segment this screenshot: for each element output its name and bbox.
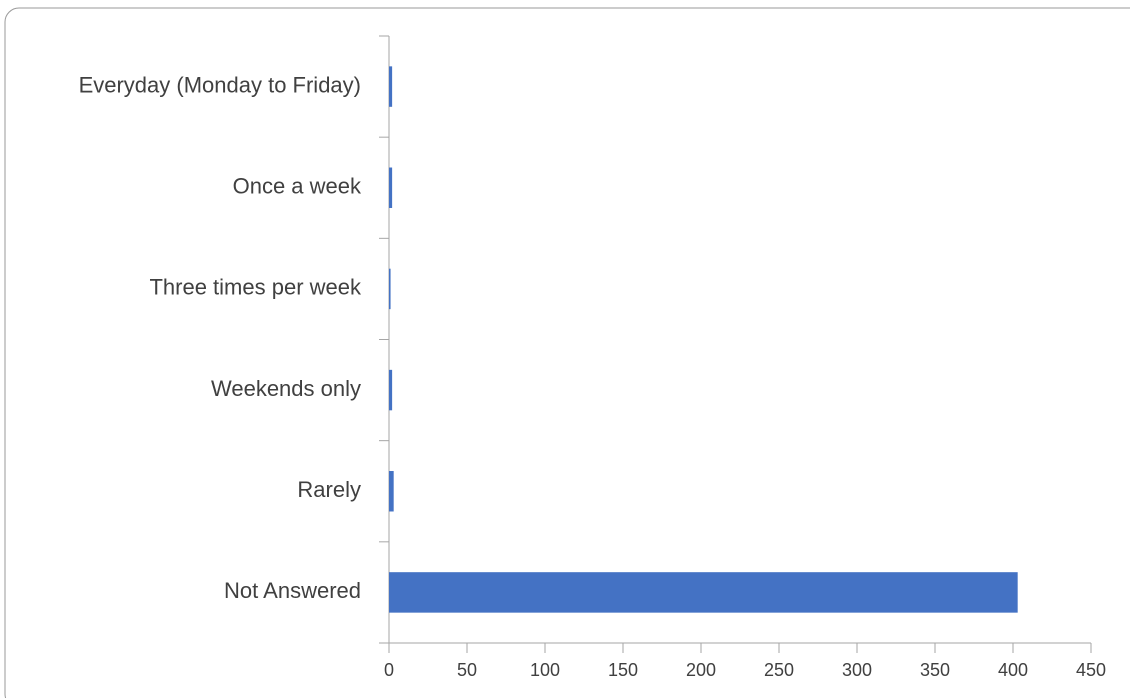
bar (389, 572, 1018, 613)
x-tick-label: 300 (842, 660, 872, 680)
x-tick-label: 0 (384, 660, 394, 680)
x-tick-label: 100 (530, 660, 560, 680)
y-tick-label: Three times per week (149, 275, 362, 300)
bar (389, 369, 393, 411)
y-tick-label: Rarely (297, 477, 361, 502)
x-tick-label: 50 (457, 660, 477, 680)
x-tick-label: 250 (764, 660, 794, 680)
y-tick-label: Not Answered (224, 578, 361, 603)
x-tick-label: 450 (1076, 660, 1106, 680)
x-tick-label: 200 (686, 660, 716, 680)
y-tick-label: Weekends only (211, 376, 361, 401)
bar (389, 471, 394, 512)
bar (389, 268, 391, 310)
y-tick-label: Everyday (Monday to Friday) (79, 72, 361, 97)
bar (389, 66, 393, 107)
chart-frame (4, 7, 1130, 698)
x-tick-label: 150 (608, 660, 638, 680)
x-tick-label: 400 (998, 660, 1028, 680)
y-tick-label: Once a week (233, 174, 362, 199)
x-tick-label: 350 (920, 660, 950, 680)
bar (389, 167, 393, 208)
